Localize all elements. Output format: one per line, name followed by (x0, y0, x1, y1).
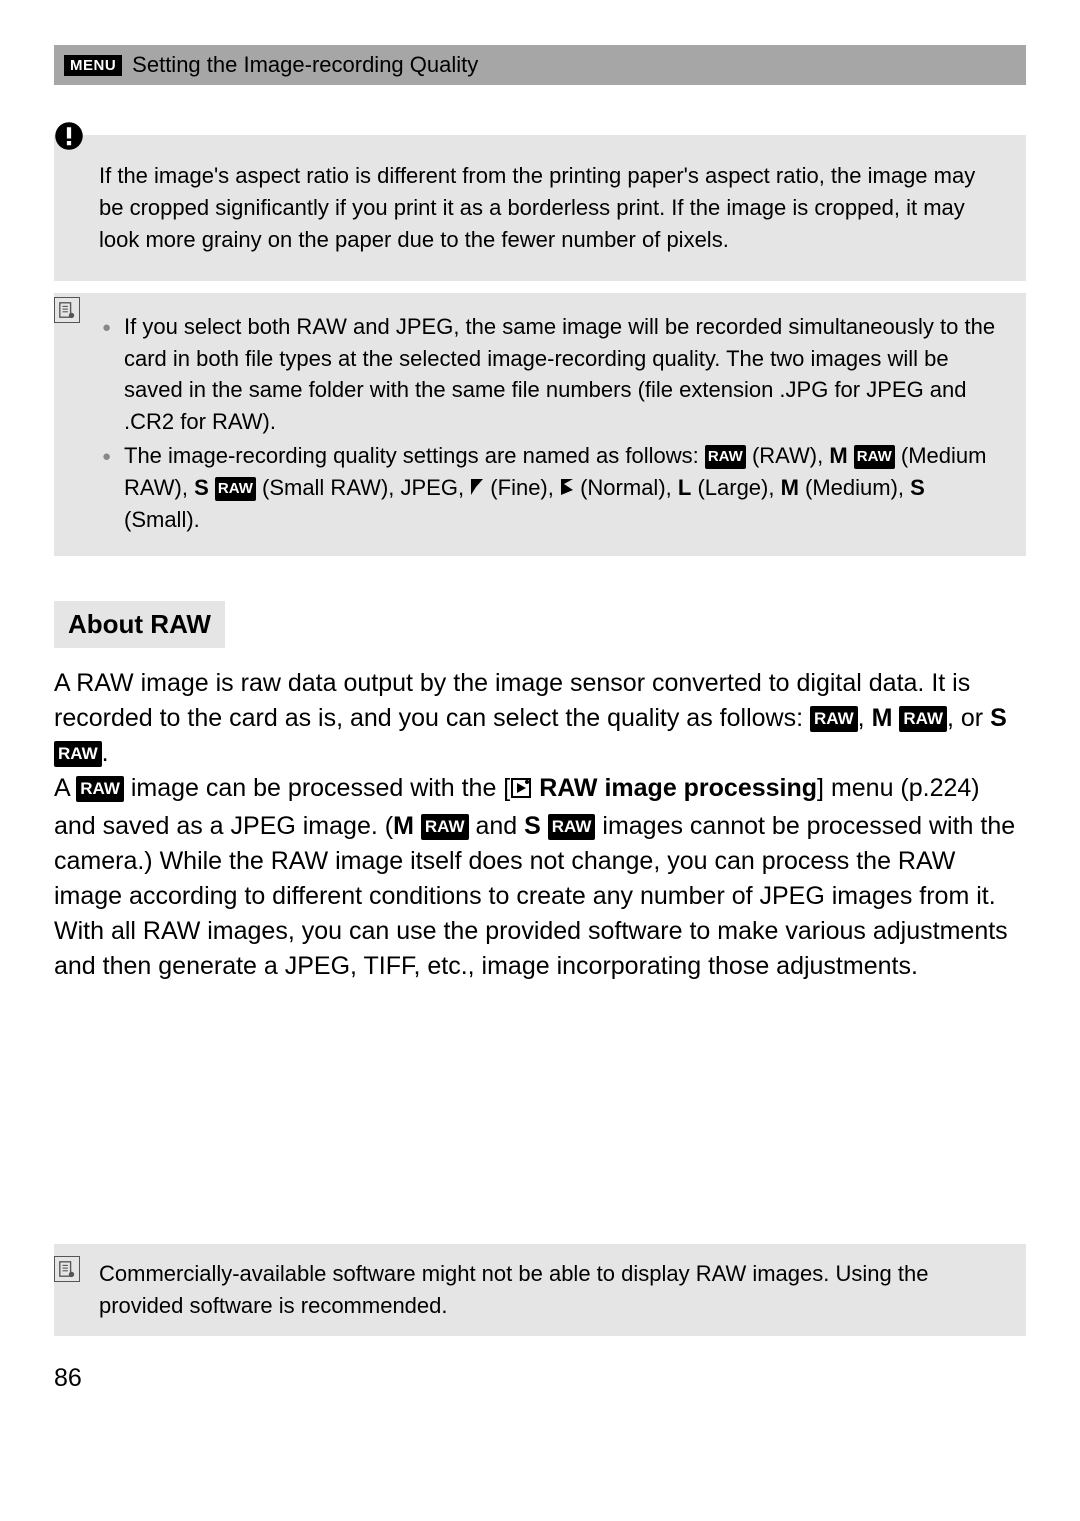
note-icon (54, 297, 80, 323)
raw-icon: RAW (705, 445, 746, 469)
list-item: If you select both RAW and JPEG, the sam… (124, 311, 1004, 439)
page-number: 86 (54, 1364, 1026, 1393)
medium-prefix: M (781, 475, 799, 500)
raw-icon: RAW (421, 814, 469, 840)
caution-text: If the image's aspect ratio is different… (99, 163, 975, 252)
raw-processing-menu-label: RAW image processing (532, 774, 817, 802)
raw-icon: RAW (810, 706, 858, 732)
page-header: MENU Setting the Image-recording Quality (54, 45, 1026, 85)
raw-icon: RAW (215, 477, 256, 501)
small-prefix: S (910, 475, 925, 500)
mraw-prefix: M (393, 812, 414, 840)
page-title: Setting the Image-recording Quality (132, 52, 478, 78)
caution-icon (54, 121, 84, 160)
sraw-prefix: S (990, 704, 1007, 732)
section-heading-wrap: About RAW (54, 601, 1026, 648)
fine-icon (470, 473, 484, 491)
raw-icon: RAW (548, 814, 596, 840)
caution-note: If the image's aspect ratio is different… (54, 135, 1026, 281)
about-raw-body: A RAW image is raw data output by the im… (54, 666, 1026, 984)
sraw-prefix: S (524, 812, 541, 840)
sraw-prefix: S (194, 475, 209, 500)
note-icon (54, 1256, 80, 1282)
raw-icon: RAW (854, 445, 895, 469)
info-note: If you select both RAW and JPEG, the sam… (54, 293, 1026, 556)
raw-icon: RAW (899, 706, 947, 732)
normal-icon (560, 473, 574, 491)
footer-note: Commercially-available software might no… (54, 1244, 1026, 1336)
large-prefix: L (678, 475, 691, 500)
mraw-prefix: M (872, 704, 893, 732)
raw-icon: RAW (76, 776, 124, 802)
raw-icon: RAW (54, 741, 102, 767)
list-item: The image-recording quality settings are… (124, 440, 1004, 536)
info-list: If you select both RAW and JPEG, the sam… (124, 311, 1004, 536)
playback-icon (510, 774, 532, 809)
mraw-prefix: M (829, 443, 847, 468)
menu-badge: MENU (64, 55, 122, 76)
section-heading: About RAW (54, 601, 225, 648)
